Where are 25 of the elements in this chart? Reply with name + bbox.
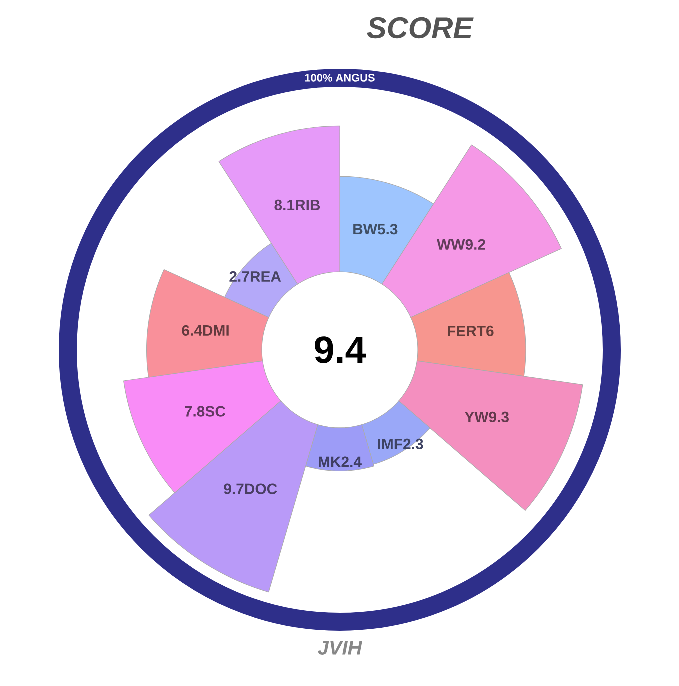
- data-label: 2.3: [404, 438, 424, 450]
- data-label: 7.8: [185, 406, 205, 417]
- category-label: WW: [437, 240, 466, 250]
- data-label: 9.3: [489, 412, 509, 422]
- category-label: DOC: [245, 484, 278, 494]
- text: SCORE: [367, 17, 474, 39]
- data-label: 2.4: [342, 456, 362, 468]
- category-label: DMI: [203, 326, 229, 336]
- category-label: REA: [250, 272, 282, 282]
- text: JVIH: [318, 641, 362, 655]
- data-label: 9.2: [466, 239, 486, 250]
- category-label: BW: [354, 224, 378, 235]
- category-label: RIB: [296, 200, 320, 210]
- category-label: SC: [206, 406, 226, 417]
- data-label: 8.1: [274, 200, 295, 210]
- category-label: FERT: [448, 326, 486, 336]
- category-label: YW: [464, 412, 489, 422]
- category-label: IMF: [378, 439, 402, 450]
- data-label: 6.4: [182, 325, 202, 336]
- category-label: MK: [319, 456, 342, 468]
- data-label: 6: [486, 326, 494, 336]
- data-label: 9.7: [224, 484, 244, 494]
- text: 100% ANGUS: [305, 74, 375, 82]
- text: 9.4: [315, 336, 366, 364]
- data-label: 5.3: [378, 224, 398, 235]
